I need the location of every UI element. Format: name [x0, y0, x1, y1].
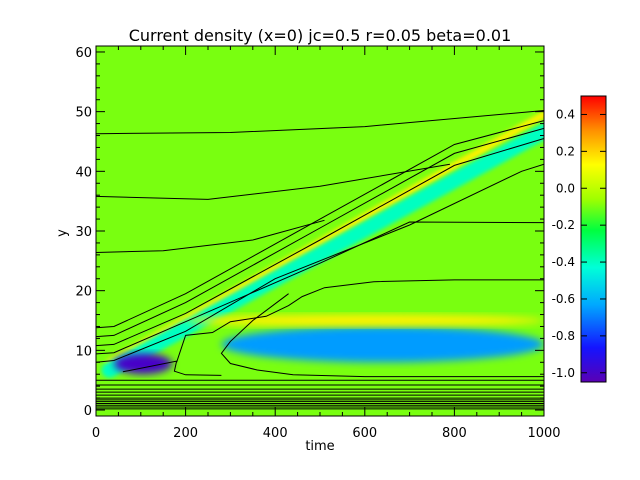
chart-title: Current density (x=0) jc=0.5 r=0.05 beta… — [129, 26, 512, 45]
y-tick-label-1: 10 — [75, 344, 92, 359]
colorbar-tick-label-4: -0.4 — [552, 255, 575, 269]
y-tick-label-0: 0 — [84, 404, 92, 419]
colorbar-axis: 0.4 0.2 0.0 -0.2 -0.4 -0.6 -0.8 -1.0 — [552, 107, 606, 380]
contour-line-3 — [96, 120, 544, 329]
contour-line-8 — [176, 279, 544, 363]
colorbar-tick-label-7: -1.0 — [552, 366, 575, 380]
heatmap-feature-0 — [105, 111, 544, 366]
contour-line-4 — [96, 127, 544, 338]
y-axis: 0 10 20 30 40 50 60 — [75, 46, 544, 419]
y-tick-label-3: 30 — [75, 225, 92, 240]
x-tick-label-3: 600 — [352, 426, 377, 441]
colorbar-tick-label-2: 0.0 — [556, 181, 575, 195]
colorbar-tick-label-1: 0.2 — [556, 144, 575, 158]
x-tick-label-4: 800 — [442, 426, 467, 441]
contour-line-10 — [220, 293, 544, 378]
heatmap-field — [96, 46, 544, 416]
heatmap-feature-3 — [221, 326, 544, 363]
heatmap-feature-4 — [185, 314, 544, 327]
x-tick-label-5: 1000 — [527, 426, 560, 441]
colorbar-tick-label-0: 0.4 — [556, 107, 575, 121]
y-tick-label-6: 60 — [75, 46, 92, 61]
colorbar-tick-label-5: -0.6 — [552, 292, 575, 306]
contour-line-7 — [96, 163, 544, 363]
y-tick-label-2: 20 — [75, 285, 92, 300]
x-tick-label-1: 200 — [173, 426, 198, 441]
heatmap-feature-1 — [101, 123, 544, 378]
y-tick-label-4: 40 — [75, 165, 92, 180]
colorbar — [580, 95, 607, 383]
x-axis-label: time — [305, 439, 334, 454]
colorbar-tick-label-3: -0.2 — [552, 218, 575, 232]
x-tick-label-0: 0 — [92, 426, 100, 441]
contour-line-0 — [96, 110, 544, 135]
heatmap-feature-2 — [113, 353, 173, 375]
x-tick-label-2: 400 — [263, 426, 288, 441]
contour-line-2 — [96, 219, 325, 253]
x-axis: 0 200 400 600 800 1000 — [92, 46, 561, 441]
contour-line-5 — [96, 138, 544, 347]
contour-line-9 — [122, 360, 222, 376]
y-tick-label-5: 50 — [75, 106, 92, 121]
contour-line-1 — [96, 163, 450, 200]
y-axis-label: y — [55, 229, 70, 237]
contour-line-6 — [96, 221, 544, 355]
contour-lines — [96, 110, 544, 410]
colorbar-tick-label-6: -0.8 — [552, 329, 575, 343]
